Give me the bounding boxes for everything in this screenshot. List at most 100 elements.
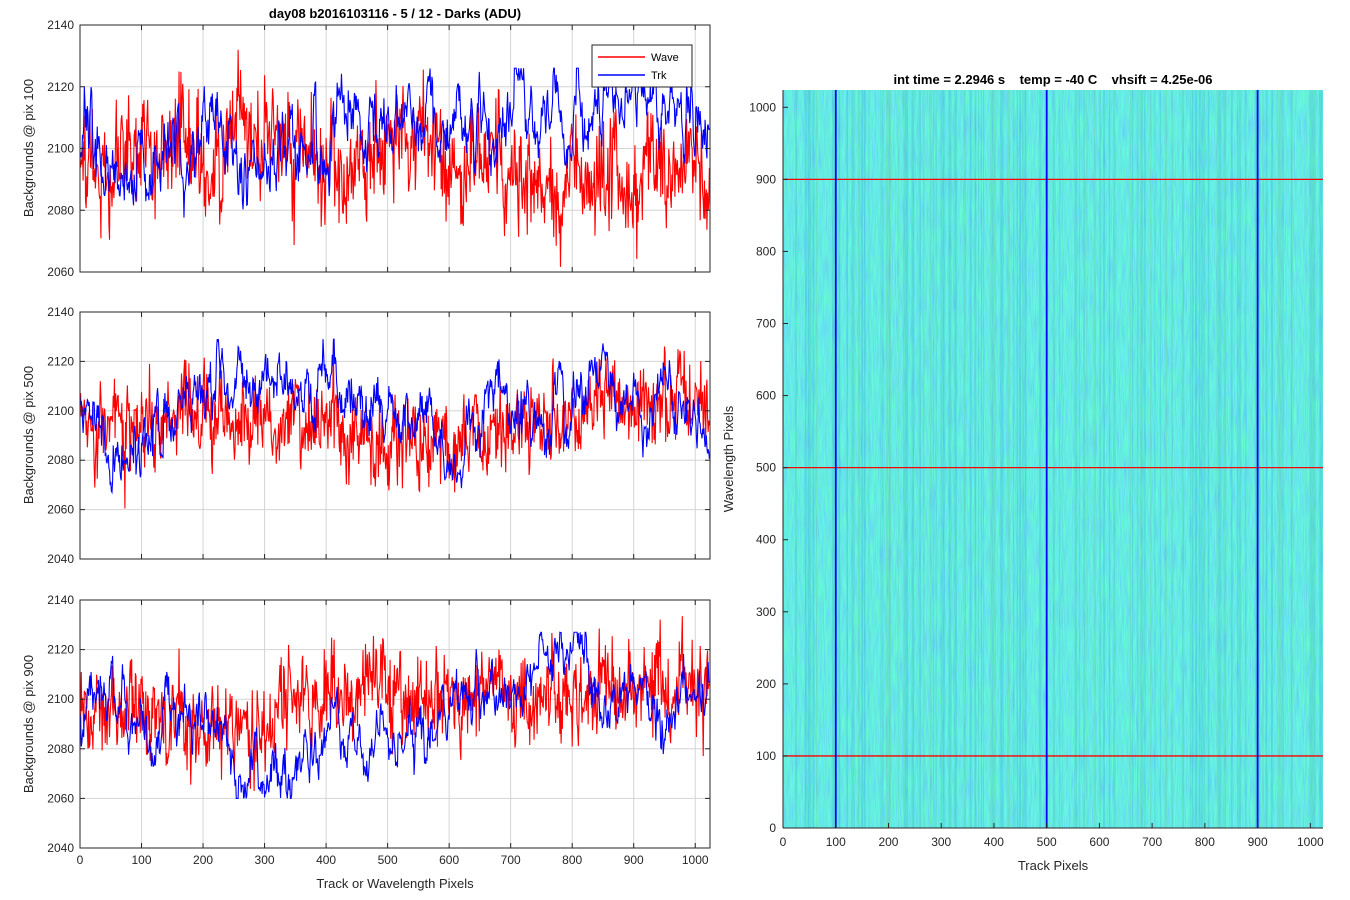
heatmap-streak bbox=[1103, 90, 1105, 828]
heatmap-streak bbox=[903, 90, 904, 828]
heatmap-streak bbox=[905, 90, 909, 828]
heatmap-streak bbox=[1084, 90, 1086, 828]
line-panel-pix-900: 0 100 200 300 400 500 600 700 800 900 1000 2040 2060… bbox=[21, 593, 711, 891]
heatmap-streak bbox=[888, 90, 891, 828]
heatmap-streak bbox=[1277, 90, 1279, 828]
heatmap-streak bbox=[942, 90, 945, 828]
heatmap-streak bbox=[974, 90, 976, 828]
x-tick-label: 800 bbox=[562, 853, 582, 867]
heatmap-streak bbox=[1320, 90, 1322, 828]
plot-background bbox=[80, 600, 710, 848]
heatmap-streak bbox=[795, 90, 798, 828]
heatmap-x-tick-label: 600 bbox=[1089, 835, 1109, 849]
heatmap-y-tick-label: 600 bbox=[756, 389, 776, 403]
heatmap-x-tick-label: 800 bbox=[1195, 835, 1215, 849]
x-tick-label: 100 bbox=[132, 853, 152, 867]
heatmap-streak bbox=[1013, 90, 1015, 828]
y-tick-label: 2060 bbox=[47, 791, 74, 805]
x-tick-label: 900 bbox=[624, 853, 644, 867]
heatmap-streak bbox=[974, 90, 977, 828]
heatmap-streak bbox=[1313, 90, 1316, 828]
heatmap-streak bbox=[954, 90, 957, 828]
heatmap-streak bbox=[1310, 90, 1313, 828]
heatmap-streak bbox=[885, 90, 887, 828]
line-panel-pix-500: 2040 2060 2080 2100 2120 2140 Backgrounds @ p… bbox=[21, 305, 711, 566]
axes-frame bbox=[79, 311, 711, 560]
heatmap-streak bbox=[868, 90, 870, 828]
heatmap-streak bbox=[852, 90, 854, 828]
heatmap-streak bbox=[1171, 90, 1173, 828]
axes-frame bbox=[79, 599, 711, 849]
heatmap-streak bbox=[948, 90, 951, 828]
heatmap-streak bbox=[1282, 90, 1284, 828]
heatmap-streak bbox=[903, 90, 906, 828]
heatmap-y-tick-label: 0 bbox=[769, 821, 776, 835]
heatmap-streak bbox=[1143, 90, 1145, 828]
heatmap-streak bbox=[832, 90, 834, 828]
legend-wave-label: Wave bbox=[651, 52, 679, 64]
heatmap-streak bbox=[940, 90, 942, 828]
plot-background bbox=[80, 312, 710, 559]
heatmap-streak bbox=[1074, 90, 1077, 828]
heatmap-streak bbox=[1237, 90, 1239, 828]
heatmap-streak bbox=[1016, 90, 1018, 828]
heatmap-streak bbox=[807, 90, 810, 828]
x-axis-label-2: Track or Wavelength Pixels bbox=[316, 876, 474, 891]
y-tick-label: 2080 bbox=[47, 203, 74, 217]
heatmap-streak bbox=[1239, 90, 1241, 828]
heatmap-streak bbox=[1231, 90, 1233, 828]
heatmap-streak bbox=[858, 90, 860, 828]
heatmap-streak bbox=[853, 90, 855, 828]
heatmap-streak bbox=[1207, 90, 1210, 828]
heatmap-y-tick-label: 400 bbox=[756, 533, 776, 547]
heatmap-streak bbox=[994, 90, 996, 828]
heatmap-streak bbox=[1321, 90, 1323, 828]
heatmap-streak bbox=[1279, 90, 1281, 828]
heatmap-streak bbox=[1008, 90, 1010, 828]
heatmap-streak bbox=[1255, 90, 1257, 828]
heatmap-streak bbox=[1309, 90, 1311, 828]
heatmap-streak bbox=[1024, 90, 1027, 828]
heatmap-image bbox=[783, 90, 1323, 828]
heatmap-y-tick-label: 500 bbox=[756, 461, 776, 475]
heatmap-streak bbox=[1258, 90, 1261, 828]
heatmap-y-tick-label: 800 bbox=[756, 244, 776, 258]
heatmap-streak bbox=[889, 90, 892, 828]
heatmap-streak bbox=[1129, 90, 1132, 828]
heatmap-streak bbox=[1191, 90, 1194, 828]
heatmap-streak bbox=[1093, 90, 1096, 828]
heatmap-streak bbox=[1059, 90, 1061, 828]
heatmap-streak bbox=[1145, 90, 1146, 828]
y-tick-label: 2140 bbox=[47, 18, 74, 32]
y-tick-label: 2140 bbox=[47, 593, 74, 607]
heatmap-streak bbox=[1271, 90, 1273, 828]
heatmap-streak bbox=[1181, 90, 1185, 828]
heatmap-streak bbox=[932, 90, 934, 828]
heatmap-streak bbox=[816, 90, 818, 828]
heatmap-y-tick-label: 300 bbox=[756, 605, 776, 619]
heatmap-streak bbox=[991, 90, 994, 828]
heatmap-streak bbox=[1258, 90, 1260, 828]
heatmap-streak bbox=[905, 90, 907, 828]
y-axis-label-0: Backgrounds @ pix 100 bbox=[21, 79, 36, 217]
heatmap-streak bbox=[1239, 90, 1242, 828]
heatmap-streak bbox=[832, 90, 835, 828]
series-line-wave bbox=[80, 616, 710, 791]
heatmap-streak bbox=[1311, 90, 1313, 828]
series-line-trk bbox=[80, 338, 710, 495]
heatmap-streak bbox=[1237, 90, 1239, 828]
heatmap-streak bbox=[1165, 90, 1168, 828]
heatmap-streak bbox=[1019, 90, 1022, 828]
heatmap-streak bbox=[905, 90, 908, 828]
heatmap-x-tick-label: 700 bbox=[1142, 835, 1162, 849]
heatmap-streak bbox=[897, 90, 899, 828]
heatmap-x-tick-label: 100 bbox=[826, 835, 846, 849]
heatmap-streak bbox=[1310, 90, 1311, 828]
heatmap-title: int time = 2.2946 s temp = -40 C vhsift … bbox=[893, 72, 1212, 87]
heatmap-streak bbox=[1022, 90, 1024, 828]
heatmap-streak bbox=[1172, 90, 1174, 828]
heatmap-streak bbox=[809, 90, 811, 828]
heatmap-streak bbox=[963, 90, 966, 828]
heatmap-streak bbox=[1001, 90, 1003, 828]
series-line-trk bbox=[80, 631, 710, 799]
